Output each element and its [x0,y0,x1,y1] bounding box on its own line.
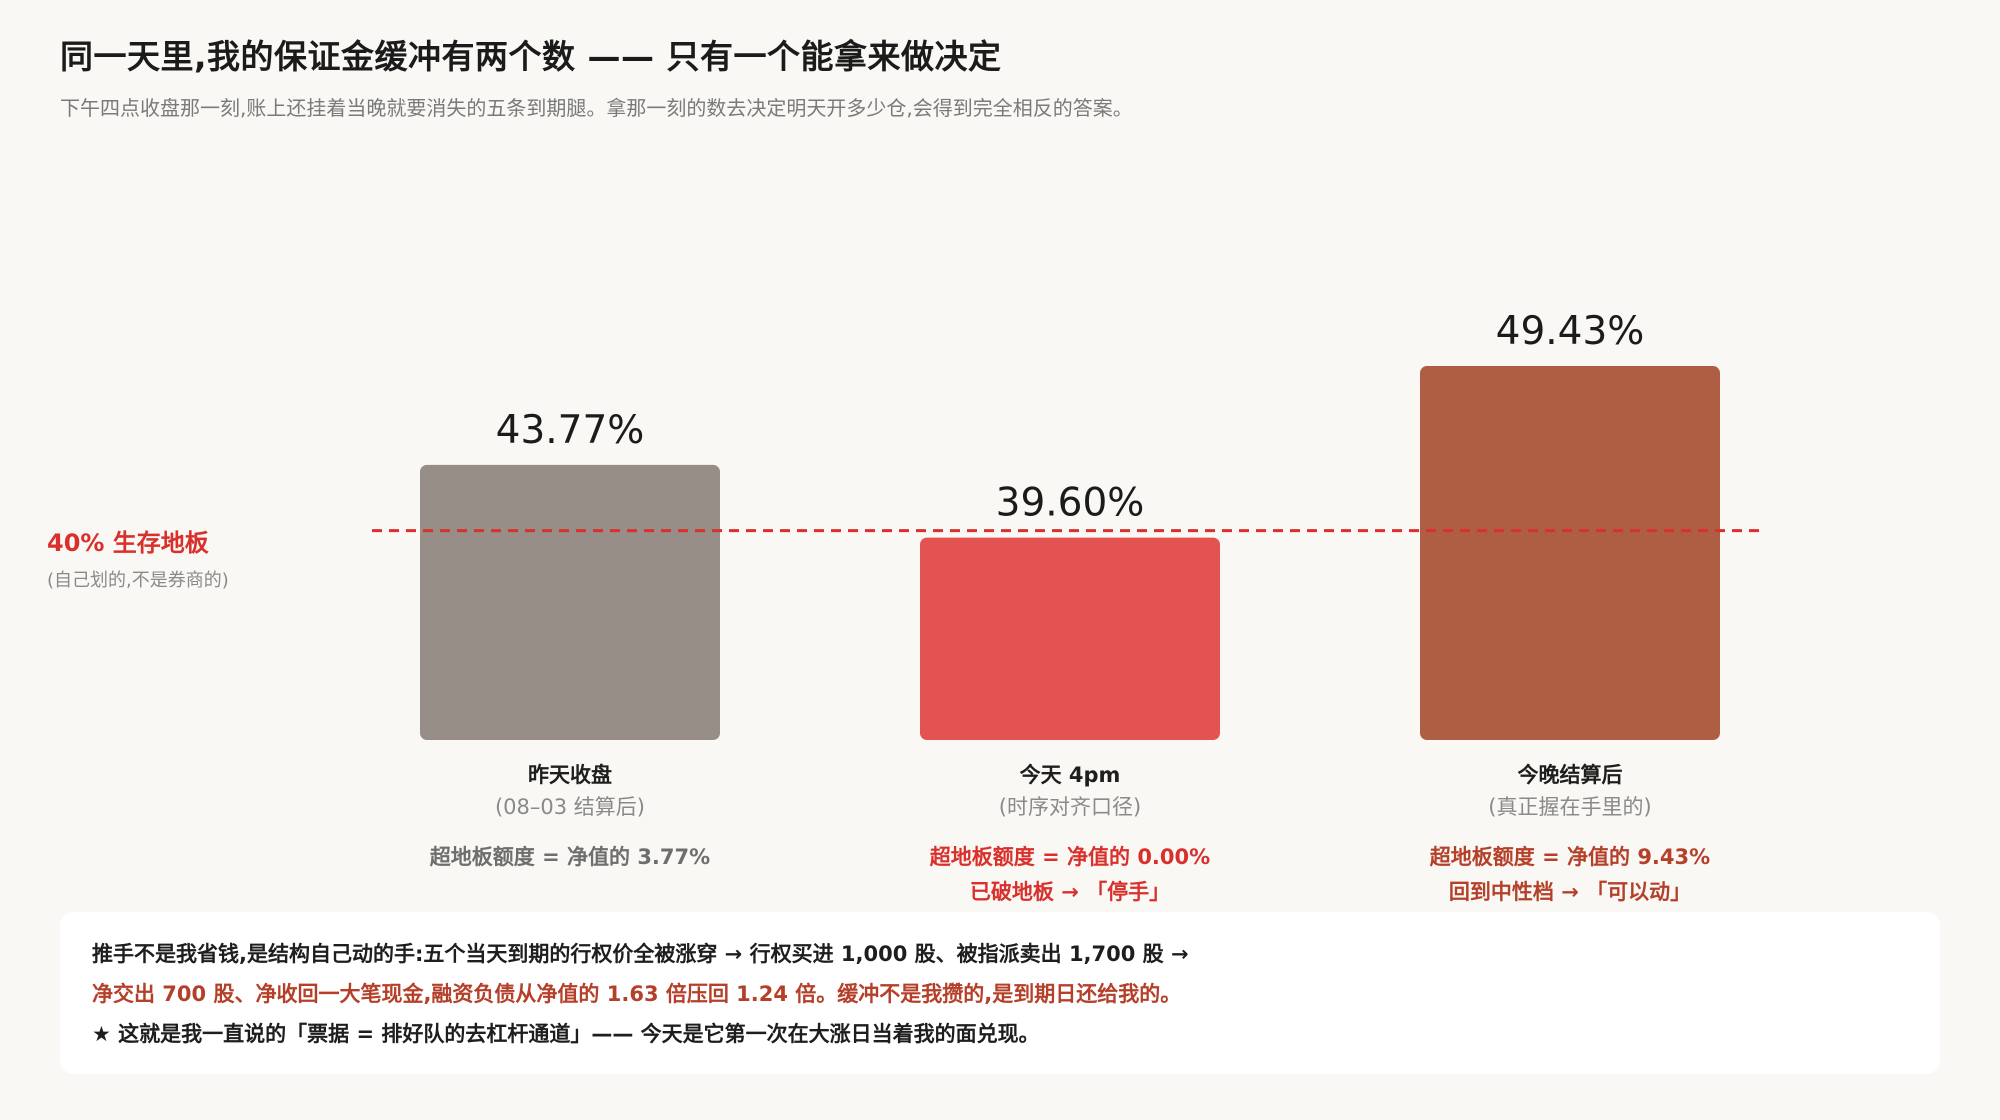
category-note: 超地板额度 = 净值的 9.43% [1429,845,1711,869]
explanation-box: 推手不是我省钱,是结构自己动的手:五个当天到期的行权价全被涨穿 → 行权买进 1… [60,912,1940,1074]
bar-chart: 43.77% 39.60% 49.43% [372,309,1762,740]
bar-0 [420,464,720,740]
bar-value-label-2: 49.43% [1496,309,1645,354]
category-sublabel: (真正握在手里的) [1488,795,1652,819]
category-sublabel: (时序对齐口径) [998,795,1142,819]
category-note: 超地板额度 = 净值的 0.00% [929,845,1211,869]
category-label: 今天 4pm [1019,763,1121,787]
category-label: 今晚结算后 [1517,763,1623,787]
threshold-label: 40% 生存地板 [47,529,209,557]
category-note-status: 回到中性档 → 「可以动」 [1448,880,1692,904]
bar-value-label-0: 43.77% [496,408,645,453]
category-note-status: 已破地板 → 「停手」 [969,880,1171,904]
explanation-line-1: 推手不是我省钱,是结构自己动的手:五个当天到期的行权价全被涨穿 → 行权买进 1… [92,942,1189,966]
category-note: 超地板额度 = 净值的 3.77% [429,845,711,869]
explanation-line-3: ★ 这就是我一直说的「票据 = 排好队的去杠杆通道」—— 今天是它第一次在大涨日… [92,1022,1040,1046]
explanation-line-2: 净交出 700 股、净收回一大笔现金,融资负债从净值的 1.63 倍压回 1.2… [92,982,1182,1006]
page-subtitle: 下午四点收盘那一刻,账上还挂着当晚就要消失的五条到期腿。拿那一刻的数去决定明天开… [60,96,1133,120]
bar-2 [1420,366,1720,740]
category-sublabel: (08–03 结算后) [494,795,645,819]
bar-1 [920,537,1220,740]
category-group-1: 今天 4pm (时序对齐口径) 超地板额度 = 净值的 0.00% 已破地板 →… [860,760,1280,907]
category-group-2: 今晚结算后 (真正握在手里的) 超地板额度 = 净值的 9.43% 回到中性档 … [1360,760,1780,907]
bar-value-label-1: 39.60% [996,481,1145,526]
threshold-note: (自己划的,不是券商的) [47,570,229,591]
category-group-0: 昨天收盘 (08–03 结算后) 超地板额度 = 净值的 3.77% [360,760,780,872]
category-label: 昨天收盘 [528,763,612,787]
page-title: 同一天里,我的保证金缓冲有两个数 —— 只有一个能拿来做决定 [60,37,1002,76]
